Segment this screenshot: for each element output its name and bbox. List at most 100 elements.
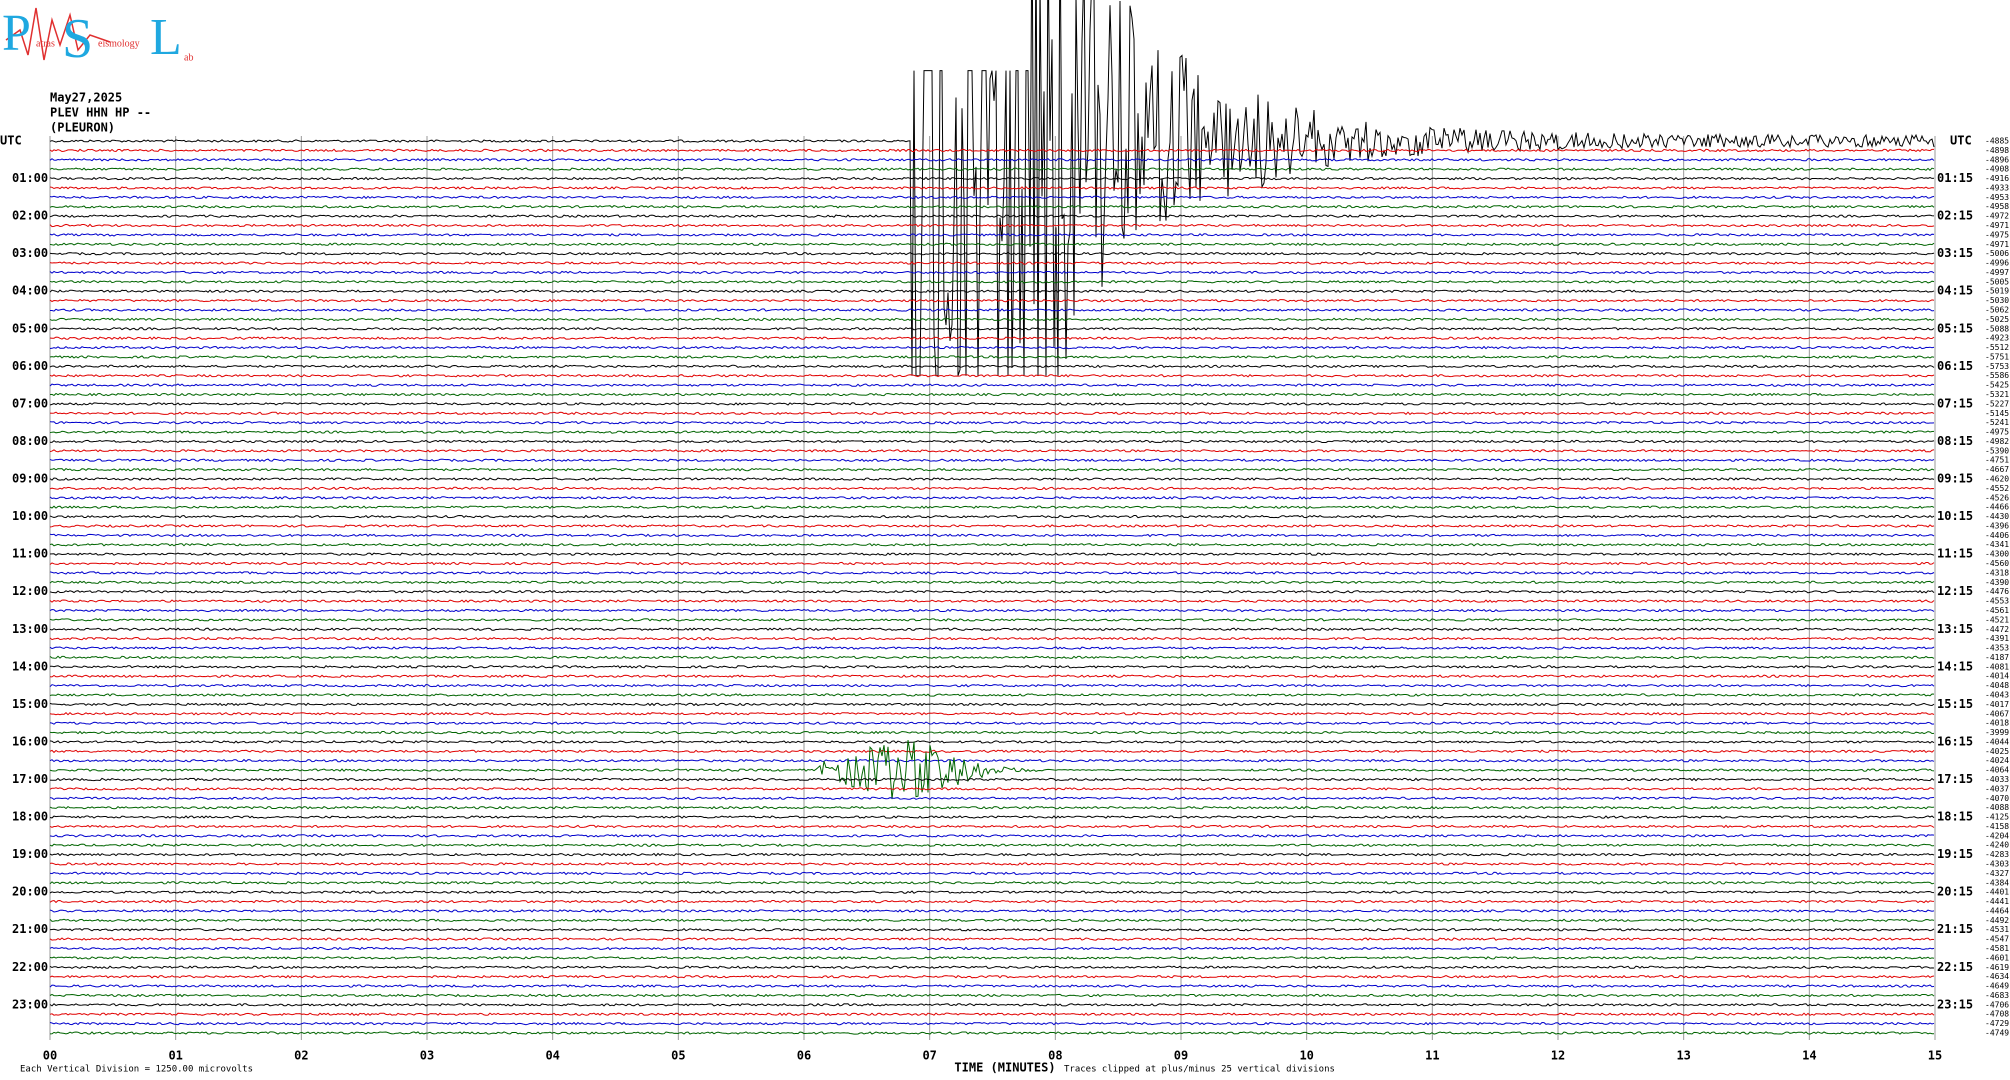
trace-value: -3999: [1985, 728, 2009, 737]
trace-value: -5088: [1985, 324, 2009, 333]
trace: [49, 805, 1935, 810]
trace: [49, 580, 1935, 585]
trace: [49, 326, 1935, 331]
utc-right: UTC: [1950, 134, 1972, 148]
trace: [49, 355, 1935, 359]
hour-label-right: 12:15: [1937, 584, 1973, 598]
trace-value: -4018: [1985, 719, 2009, 728]
trace-value: -4240: [1985, 841, 2009, 850]
trace-value: -5390: [1985, 446, 2009, 455]
trace: [49, 336, 1935, 341]
logo-letter: L: [150, 9, 182, 66]
trace-value: -5586: [1985, 371, 2009, 380]
hour-label-right: 02:15: [1937, 209, 1973, 223]
hour-label-left: 23:00: [12, 997, 48, 1011]
hour-label-right: 09:15: [1937, 472, 1973, 486]
hour-label-left: 11:00: [12, 547, 48, 561]
trace-value: -5062: [1985, 306, 2009, 315]
trace-value: -5030: [1985, 296, 2009, 305]
trace: [49, 740, 1935, 800]
hour-label-left: 02:00: [12, 209, 48, 223]
trace: [49, 514, 1935, 519]
trace-value: -4353: [1985, 644, 2009, 653]
trace: [49, 984, 1935, 988]
x-tick-label: 00: [43, 1049, 57, 1063]
trace: [50, 665, 1934, 669]
trace-value: -4390: [1985, 578, 2009, 587]
trace: [49, 918, 1935, 923]
x-tick-label: 04: [545, 1049, 559, 1063]
x-tick-label: 09: [1174, 1049, 1188, 1063]
trace-value: -4283: [1985, 850, 2009, 859]
trace-value: -4476: [1985, 587, 2009, 596]
trace: [49, 730, 1935, 735]
trace: [49, 364, 1935, 369]
trace: [49, 167, 1935, 172]
hour-label-right: 03:15: [1937, 246, 1973, 260]
x-tick-label: 14: [1802, 1049, 1816, 1063]
trace: [49, 636, 1935, 641]
trace-value: -5227: [1985, 399, 2009, 408]
hour-label-left: 20:00: [12, 885, 48, 899]
hour-label-right: 10:15: [1937, 509, 1973, 523]
trace: [49, 674, 1935, 679]
trace-value: -4560: [1985, 559, 2009, 568]
trace: [49, 993, 1935, 998]
trace-value: -4729: [1985, 1019, 2009, 1028]
trace: [49, 843, 1935, 847]
trace: [49, 1021, 1935, 1026]
trace-value: -4749: [1985, 1029, 2009, 1038]
trace: [49, 965, 1935, 970]
hour-label-left: 03:00: [12, 246, 48, 260]
hour-label-right: 23:15: [1937, 997, 1973, 1011]
trace: [49, 871, 1935, 876]
trace: [49, 158, 1935, 162]
trace-value: -4081: [1985, 662, 2009, 671]
trace: [49, 890, 1935, 894]
trace-value: -4706: [1985, 1000, 2009, 1009]
trace-value: -4327: [1985, 869, 2009, 878]
hour-label-right: 08:15: [1937, 434, 1973, 448]
trace: [49, 420, 1935, 425]
trace-value: -4406: [1985, 531, 2009, 540]
trace-value: -4619: [1985, 963, 2009, 972]
trace: [49, 439, 1935, 444]
trace: [49, 599, 1935, 603]
hour-label-right: 22:15: [1937, 960, 1973, 974]
trace-value: -4898: [1985, 146, 2009, 155]
labels: 00 01 02 03 04 05 06 07 08 09 10 11 12 13 14 15 01:00 02:…: [12, 137, 2009, 1063]
hour-label-left: 12:00: [12, 584, 48, 598]
trace: [49, 683, 1935, 688]
trace: [49, 242, 1935, 247]
hour-label-left: 04:00: [12, 284, 48, 298]
trace-value: -4024: [1985, 756, 2009, 765]
trace: [49, 749, 1935, 754]
trace-value: -4300: [1985, 550, 2009, 559]
trace: [49, 1003, 1935, 1007]
trace-value: -4896: [1985, 155, 2009, 164]
footer-right: Traces clipped at plus/minus 25 vertical…: [1064, 1065, 1335, 1075]
trace-value: -4996: [1985, 259, 2009, 268]
hour-label-right: 19:15: [1937, 847, 1973, 861]
logo-letter: P: [2, 5, 31, 62]
footer-left: Each Vertical Division = 1250.00 microvo…: [20, 1065, 253, 1075]
trace-value: -4634: [1985, 972, 2009, 981]
trace: [49, 618, 1935, 622]
trace: [49, 909, 1935, 913]
trace-value: -5751: [1985, 352, 2009, 361]
trace-value: -4923: [1985, 334, 2009, 343]
trace-value: -4070: [1985, 794, 2009, 803]
trace-value: -5145: [1985, 409, 2009, 418]
trace-value: -4064: [1985, 766, 2009, 775]
trace: [49, 345, 1935, 350]
x-tick-label: 05: [671, 1049, 685, 1063]
trace-value: -4037: [1985, 784, 2009, 793]
trace-value: -4341: [1985, 540, 2009, 549]
x-tick-label: 01: [168, 1049, 182, 1063]
trace: [49, 899, 1935, 904]
trace: [49, 852, 1935, 857]
trace-value: -4972: [1985, 212, 2009, 221]
trace: [49, 740, 1935, 744]
trace-value: -4521: [1985, 615, 2009, 624]
